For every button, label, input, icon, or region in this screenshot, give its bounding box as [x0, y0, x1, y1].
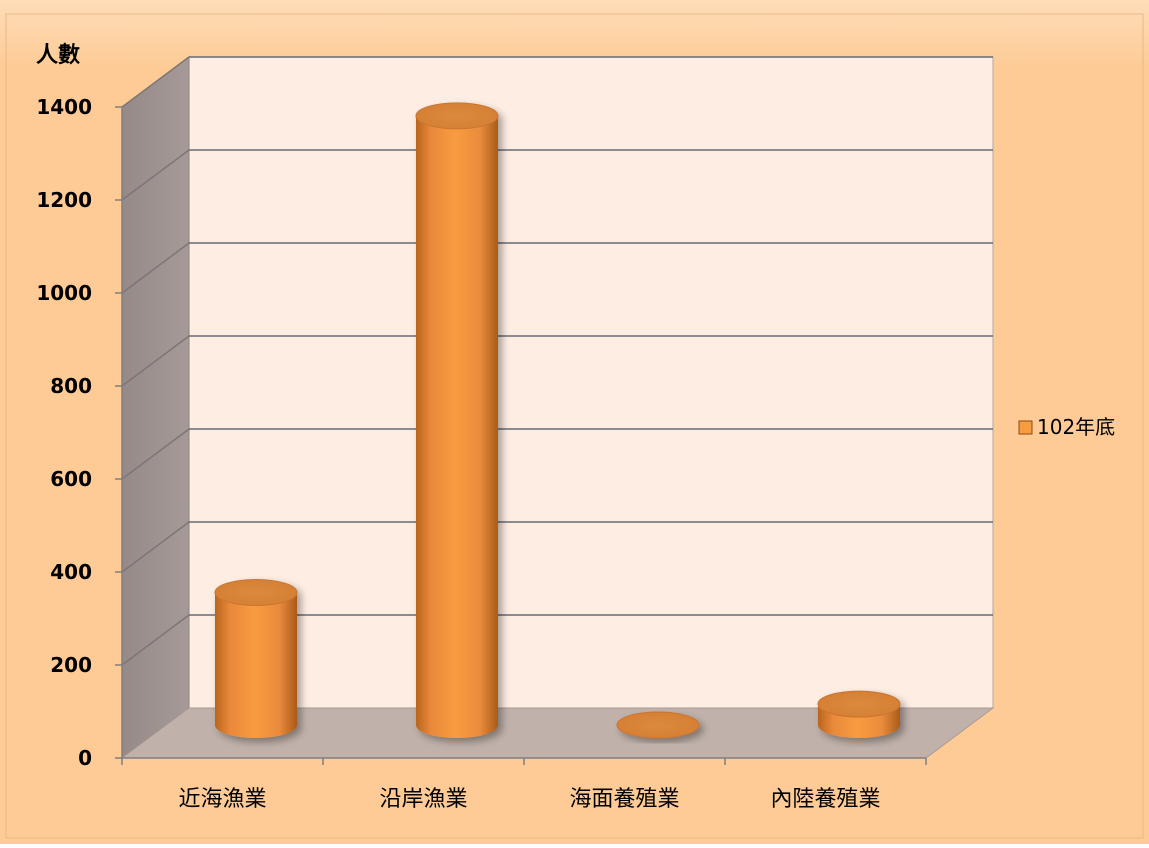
gridline-side-3 [121, 428, 190, 480]
gridline-side-5 [121, 242, 190, 294]
y-axis-title: 人數 [36, 43, 80, 68]
x-tick-label-2: 海面養殖業 [569, 787, 679, 812]
y-tick-label-2: 400 [50, 560, 92, 584]
bar-2 [616, 711, 700, 739]
gridline-side-2 [121, 521, 190, 573]
bar-body-1 [416, 115, 498, 739]
bar-1 [415, 102, 499, 739]
gridline-side-6 [121, 149, 190, 201]
y-tick-label-3: 600 [50, 467, 92, 491]
back-wall [188, 56, 994, 709]
gridline-side-4 [121, 335, 190, 387]
bar-body-0 [215, 592, 297, 738]
bar-top-1 [415, 102, 499, 130]
bar-3 [817, 690, 901, 738]
chart-area-border [5, 13, 1144, 839]
side-wall [121, 56, 190, 759]
gridline-side-7 [121, 56, 190, 108]
y-tick-label-0: 0 [78, 746, 92, 770]
y-tick-label-6: 1200 [36, 188, 92, 212]
y-tick-label-5: 1000 [36, 281, 92, 305]
x-tick-label-0: 近海漁業 [178, 787, 266, 812]
y-tick-label-1: 200 [50, 653, 92, 677]
x-tick-label-1: 沿岸漁業 [379, 787, 467, 812]
legend-swatch [1018, 420, 1033, 435]
legend: 102年底 [1018, 415, 1115, 439]
legend-label: 102年底 [1037, 415, 1115, 439]
x-tick-label-3: 內陸養殖業 [770, 787, 880, 812]
gridline-side-1 [121, 614, 190, 666]
bar-0 [214, 578, 298, 738]
y-tick-label-7: 1400 [36, 95, 92, 119]
bar-top-2 [616, 711, 700, 739]
y-tick-label-4: 800 [50, 374, 92, 398]
bar-top-3 [817, 690, 901, 718]
bar-top-0 [214, 578, 298, 606]
